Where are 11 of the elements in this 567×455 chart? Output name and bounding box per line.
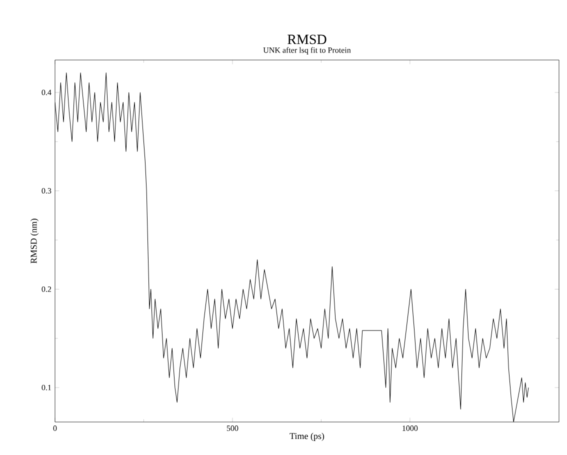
y-tick-label: 0.2 xyxy=(42,286,52,292)
chart-subtitle: UNK after lsq fit to Protein xyxy=(263,47,351,54)
y-tick-label: 0.3 xyxy=(42,188,52,194)
y-axis-title: RMSD (nm) xyxy=(30,218,39,264)
chart-title: RMSD xyxy=(288,34,326,44)
y-tick-label: 0.4 xyxy=(42,90,52,96)
x-tick-label: 500 xyxy=(226,426,238,431)
x-tick-label: 1000 xyxy=(402,426,418,431)
y-tick-label: 0.1 xyxy=(42,384,51,390)
x-tick-label: 0 xyxy=(53,426,57,431)
x-axis-title: Time (ps) xyxy=(290,432,324,441)
